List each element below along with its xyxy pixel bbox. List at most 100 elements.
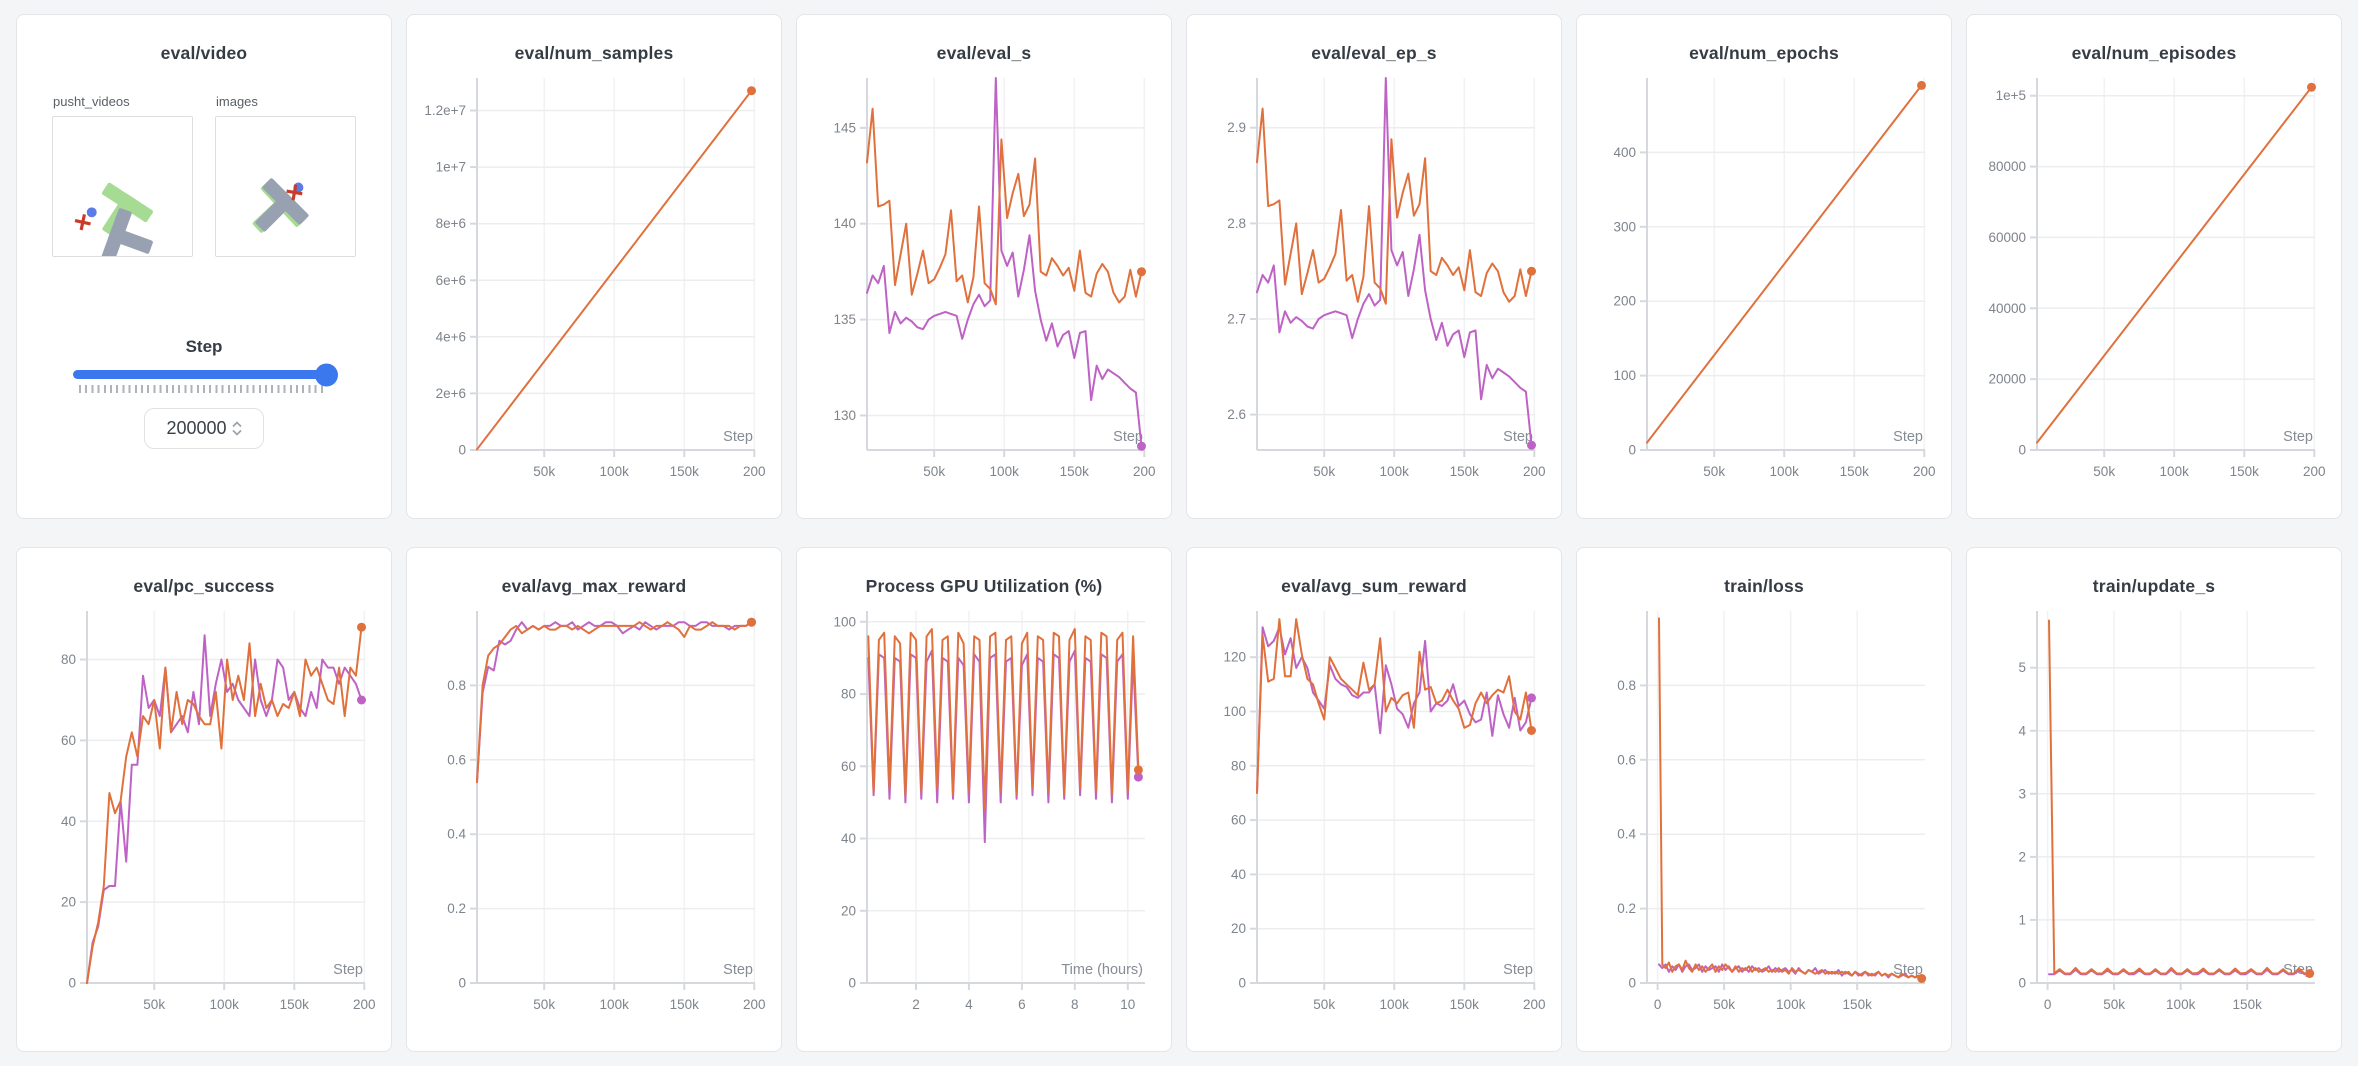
step-slider[interactable] bbox=[73, 363, 338, 393]
svg-text:120: 120 bbox=[1223, 650, 1246, 665]
panel-title: eval/eval_s bbox=[936, 43, 1032, 63]
svg-text:40: 40 bbox=[841, 831, 856, 846]
svg-text:20: 20 bbox=[1231, 921, 1246, 936]
svg-text:130: 130 bbox=[833, 408, 856, 423]
svg-text:60: 60 bbox=[61, 733, 76, 748]
panel-title: eval/avg_sum_reward bbox=[1281, 576, 1467, 596]
svg-text:150k: 150k bbox=[1450, 464, 1480, 479]
svg-text:0: 0 bbox=[1654, 997, 1662, 1012]
svg-text:0: 0 bbox=[2044, 997, 2052, 1012]
line-chart-eval-eval-s[interactable]: 50k 100k 150k 200 130 135 140 145 Step bbox=[809, 70, 1159, 494]
svg-text:0: 0 bbox=[1628, 976, 1636, 991]
svg-text:200: 200 bbox=[2303, 464, 2326, 479]
svg-text:Step: Step bbox=[2283, 429, 2313, 445]
svg-text:Step: Step bbox=[723, 429, 753, 445]
svg-text:0: 0 bbox=[2018, 976, 2026, 991]
chevron-down-icon[interactable] bbox=[231, 429, 242, 436]
svg-text:Step: Step bbox=[1893, 429, 1923, 445]
slider-track[interactable] bbox=[73, 363, 338, 386]
panel-eval-eval-s[interactable]: eval/eval_s 50k 100k 150k 200 130 135 140 145 St… bbox=[796, 14, 1172, 519]
svg-text:150k: 150k bbox=[280, 997, 310, 1012]
svg-text:Time (hours): Time (hours) bbox=[1061, 962, 1143, 978]
svg-text:4e+6: 4e+6 bbox=[436, 329, 466, 344]
svg-text:1e+7: 1e+7 bbox=[436, 160, 466, 175]
panel-process-gpu-utilization[interactable]: Process GPU Utilization (%) 2 4 6 8 10 0 20 40 6… bbox=[796, 547, 1172, 1052]
panel-eval-eval-ep-s[interactable]: eval/eval_ep_s 50k 100k 150k 200 2.6 2.7 2.8 2.… bbox=[1186, 14, 1562, 519]
panel-train-update-s[interactable]: train/update_s 0 50k 100k 150k 0 1 2 3 4 5 Step bbox=[1966, 547, 2342, 1052]
svg-text:2.6: 2.6 bbox=[1227, 407, 1246, 422]
stepper-arrows[interactable] bbox=[231, 421, 242, 436]
panel-eval-video[interactable]: eval/video pusht_videos bbox=[16, 14, 392, 519]
svg-text:2.7: 2.7 bbox=[1227, 312, 1246, 327]
pusht-video-thumbnail[interactable] bbox=[52, 116, 193, 263]
images-thumbnail[interactable] bbox=[215, 116, 356, 257]
svg-text:150k: 150k bbox=[2230, 464, 2260, 479]
svg-text:100k: 100k bbox=[600, 997, 630, 1012]
panel-eval-avg-sum-reward[interactable]: eval/avg_sum_reward 50k 100k 150k 200 0 20 40 6… bbox=[1186, 547, 1562, 1052]
svg-text:0: 0 bbox=[68, 976, 76, 991]
svg-text:10: 10 bbox=[1120, 997, 1135, 1012]
svg-text:200: 200 bbox=[1613, 294, 1636, 309]
panel-title: Process GPU Utilization (%) bbox=[865, 576, 1103, 596]
svg-text:50k: 50k bbox=[1313, 997, 1335, 1012]
svg-text:0.6: 0.6 bbox=[1617, 752, 1636, 767]
panel-eval-avg-max-reward[interactable]: eval/avg_max_reward 50k 100k 150k 200 0 0.2 0.… bbox=[406, 547, 782, 1052]
panel-title: train/update_s bbox=[2092, 576, 2216, 596]
svg-text:50k: 50k bbox=[2103, 997, 2125, 1012]
panel-eval-num-samples[interactable]: eval/num_samples 50k 100k 150k 200 0 2e+6 4e+6… bbox=[406, 14, 782, 519]
line-chart-eval-num-samples[interactable]: 50k 100k 150k 200 0 2e+6 4e+6 6e+6 8e+6 1e+7 1.2e+… bbox=[419, 70, 769, 494]
svg-text:6e+6: 6e+6 bbox=[436, 273, 466, 288]
svg-text:100: 100 bbox=[1613, 368, 1636, 383]
goal-cross-icon bbox=[286, 184, 303, 201]
svg-text:150k: 150k bbox=[1840, 464, 1870, 479]
line-chart-eval-avg-sum-reward[interactable]: 50k 100k 150k 200 0 20 40 60 80 100 120 Step bbox=[1199, 603, 1549, 1027]
svg-text:Step: Step bbox=[333, 962, 363, 978]
panel-train-loss[interactable]: train/loss 0 50k 100k 150k 0 0.2 0.4 0.6 0.8 Step bbox=[1576, 547, 1952, 1052]
line-chart-eval-pc-success[interactable]: 50k 100k 150k 200 0 20 40 60 80 Step bbox=[29, 603, 379, 1027]
step-slider-label: Step bbox=[185, 337, 223, 356]
svg-text:300: 300 bbox=[1613, 219, 1636, 234]
svg-text:60: 60 bbox=[841, 759, 856, 774]
svg-text:40: 40 bbox=[61, 814, 76, 829]
svg-text:100k: 100k bbox=[2160, 464, 2190, 479]
svg-text:1.2e+7: 1.2e+7 bbox=[424, 103, 466, 118]
panel-eval-num-episodes[interactable]: eval/num_episodes 50k 100k 150k 200 0 20000 40… bbox=[1966, 14, 2342, 519]
panel-title: eval/video bbox=[160, 43, 248, 63]
svg-text:150k: 150k bbox=[1060, 464, 1090, 479]
svg-text:8: 8 bbox=[1071, 997, 1079, 1012]
line-chart-eval-num-episodes[interactable]: 50k 100k 150k 200 0 20000 40000 60000 80000 1e+5 S… bbox=[1979, 70, 2329, 494]
svg-text:100k: 100k bbox=[990, 464, 1020, 479]
slider-thumb[interactable] bbox=[315, 363, 338, 386]
media-pusht-videos: pusht_videos bbox=[52, 94, 193, 263]
svg-text:0.4: 0.4 bbox=[447, 827, 466, 842]
line-chart-eval-avg-max-reward[interactable]: 50k 100k 150k 200 0 0.2 0.4 0.6 0.8 Step bbox=[419, 603, 769, 1027]
step-number-input[interactable]: 200000 bbox=[144, 408, 264, 449]
panel-title: eval/pc_success bbox=[133, 576, 275, 596]
svg-text:2: 2 bbox=[2018, 849, 2026, 864]
svg-text:200: 200 bbox=[1523, 464, 1546, 479]
svg-text:0: 0 bbox=[458, 976, 466, 991]
chevron-up-icon[interactable] bbox=[231, 421, 242, 428]
slider-tick-ruler bbox=[79, 385, 325, 393]
svg-text:6: 6 bbox=[1018, 997, 1026, 1012]
svg-text:0.4: 0.4 bbox=[1617, 827, 1636, 842]
panel-title: eval/num_samples bbox=[514, 43, 674, 63]
svg-text:50k: 50k bbox=[1313, 464, 1335, 479]
svg-text:200: 200 bbox=[353, 997, 376, 1012]
panel-title: train/loss bbox=[1724, 576, 1804, 596]
panel-eval-pc-success[interactable]: eval/pc_success 50k 100k 150k 200 0 20 40 60 80 S… bbox=[16, 547, 392, 1052]
panel-eval-num-epochs[interactable]: eval/num_epochs 50k 100k 150k 200 0 100 200 300… bbox=[1576, 14, 1952, 519]
svg-text:2: 2 bbox=[912, 997, 920, 1012]
svg-text:3: 3 bbox=[2018, 786, 2026, 801]
svg-text:150k: 150k bbox=[2233, 997, 2263, 1012]
line-chart-eval-eval-ep-s[interactable]: 50k 100k 150k 200 2.6 2.7 2.8 2.9 Step bbox=[1199, 70, 1549, 494]
svg-text:50k: 50k bbox=[533, 464, 555, 479]
line-chart-eval-num-epochs[interactable]: 50k 100k 150k 200 0 100 200 300 400 Step bbox=[1589, 70, 1939, 494]
svg-text:100k: 100k bbox=[2166, 997, 2196, 1012]
goal-cross-icon bbox=[74, 214, 91, 231]
svg-text:50k: 50k bbox=[2093, 464, 2115, 479]
